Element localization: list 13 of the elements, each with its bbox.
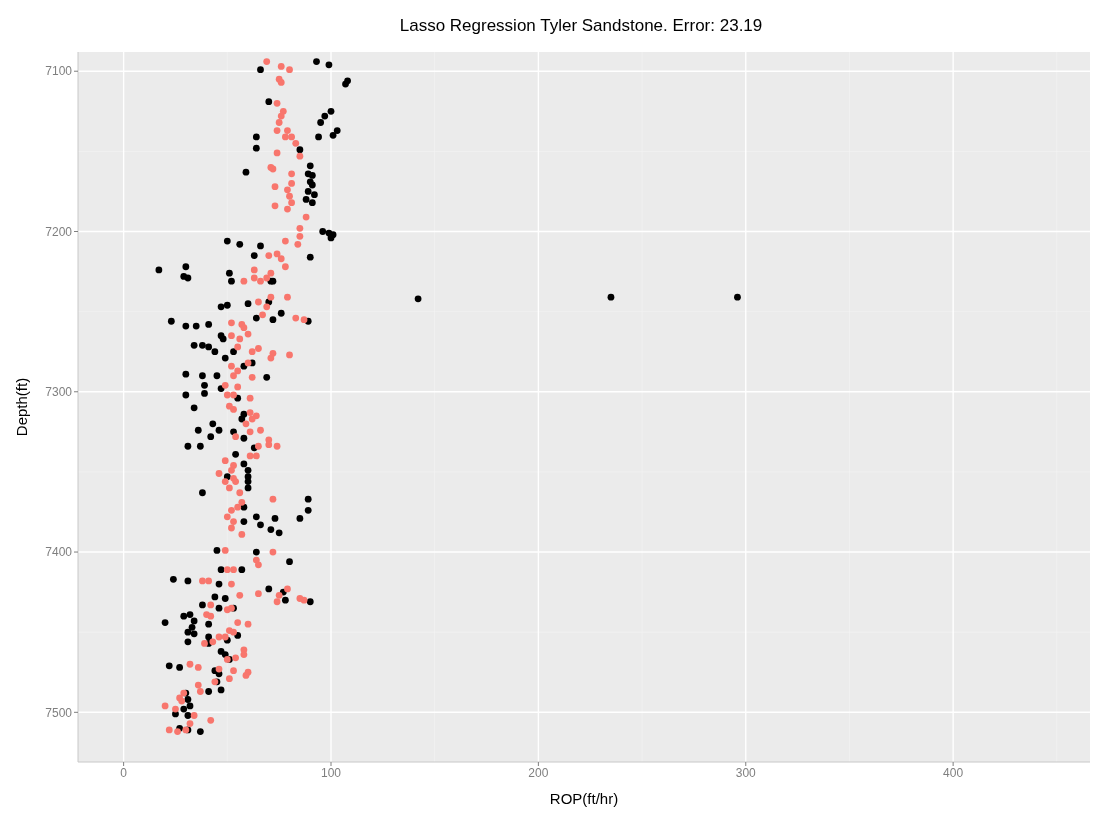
x-tick-label: 300 <box>735 765 757 780</box>
y-tick-label: 7100 <box>45 64 73 79</box>
y-tick-label: 7200 <box>45 224 73 239</box>
x-tick-label: 100 <box>320 765 342 780</box>
x-tick-label: 200 <box>528 765 549 780</box>
y-axis-title: Depth(ft) <box>13 377 31 437</box>
y-tick-label: 7500 <box>45 705 73 720</box>
y-tick-label: 7300 <box>45 385 73 400</box>
x-tick-label: 0 <box>120 765 128 780</box>
chart-title: Lasso Regression Tyler Sandstone. Error: 23.19 <box>398 16 764 36</box>
x-tick-label: 400 <box>943 765 964 780</box>
x-axis-title: ROP(ft/hr) <box>549 790 619 807</box>
y-tick-label: 7400 <box>45 545 73 560</box>
